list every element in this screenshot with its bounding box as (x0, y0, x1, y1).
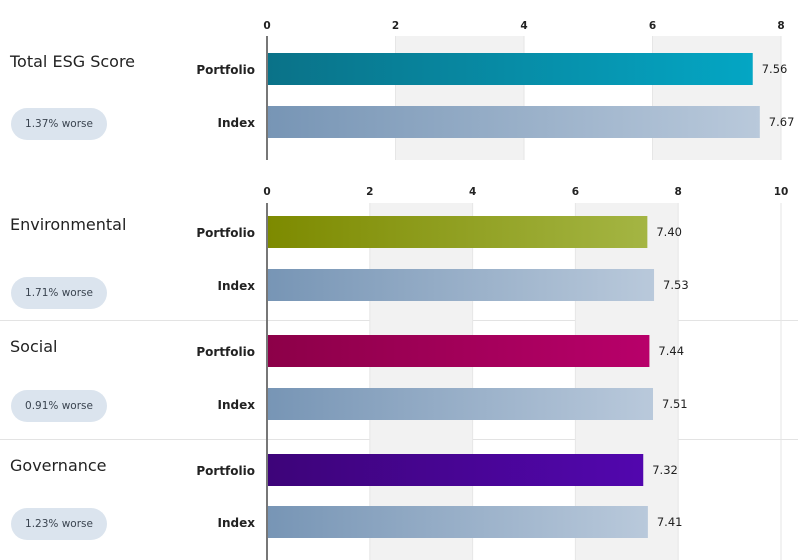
data-label: 7.32 (652, 463, 678, 477)
bar-portfolio (267, 216, 648, 248)
comparison-badge: 1.23% worse (11, 508, 107, 540)
bar-index (267, 269, 655, 301)
bar-portfolio (267, 335, 650, 367)
data-label: 7.40 (656, 225, 682, 239)
x-tick-label: 6 (649, 20, 656, 32)
x-tick-label: 4 (469, 186, 476, 198)
x-tick-label: 8 (777, 20, 784, 32)
bar-category-label: Portfolio (196, 345, 255, 359)
x-tick-label: 0 (263, 20, 270, 32)
x-tick-label: 6 (572, 186, 579, 198)
bar-category-label: Index (218, 279, 256, 293)
data-label: 7.41 (657, 515, 683, 529)
bar-category-label: Index (218, 116, 256, 130)
x-tick-label: 2 (366, 186, 373, 198)
group-name-governance: Governance (10, 456, 107, 475)
bar-index (267, 388, 654, 420)
x-tick-label: 2 (392, 20, 399, 32)
group-name-social: Social (10, 337, 58, 356)
bar-category-label: Portfolio (196, 226, 255, 240)
data-label: 7.56 (762, 62, 788, 76)
data-label: 7.44 (658, 344, 684, 358)
x-tick-label: 10 (774, 186, 789, 198)
data-label: 7.53 (663, 278, 689, 292)
x-tick-label: 8 (675, 186, 682, 198)
bar-category-label: Portfolio (196, 464, 255, 478)
bar-portfolio (267, 53, 753, 85)
group-name-total-esg-score: Total ESG Score (10, 52, 136, 71)
grid-band (369, 203, 473, 560)
bar-index (267, 106, 760, 138)
x-tick-label: 0 (263, 186, 270, 198)
data-label: 7.67 (769, 115, 795, 129)
comparison-badge: 1.37% worse (11, 108, 107, 140)
bar-category-label: Portfolio (196, 63, 255, 77)
bar-category-label: Index (218, 398, 256, 412)
group-name-environmental: Environmental (10, 215, 127, 234)
bar-portfolio (267, 454, 644, 486)
bar-index (267, 506, 648, 538)
comparison-badge: 1.71% worse (11, 277, 107, 309)
grid-band (575, 203, 679, 560)
x-tick-label: 4 (520, 20, 527, 32)
data-label: 7.51 (662, 397, 688, 411)
bar-category-label: Index (218, 516, 256, 530)
comparison-badge: 0.91% worse (11, 390, 107, 422)
